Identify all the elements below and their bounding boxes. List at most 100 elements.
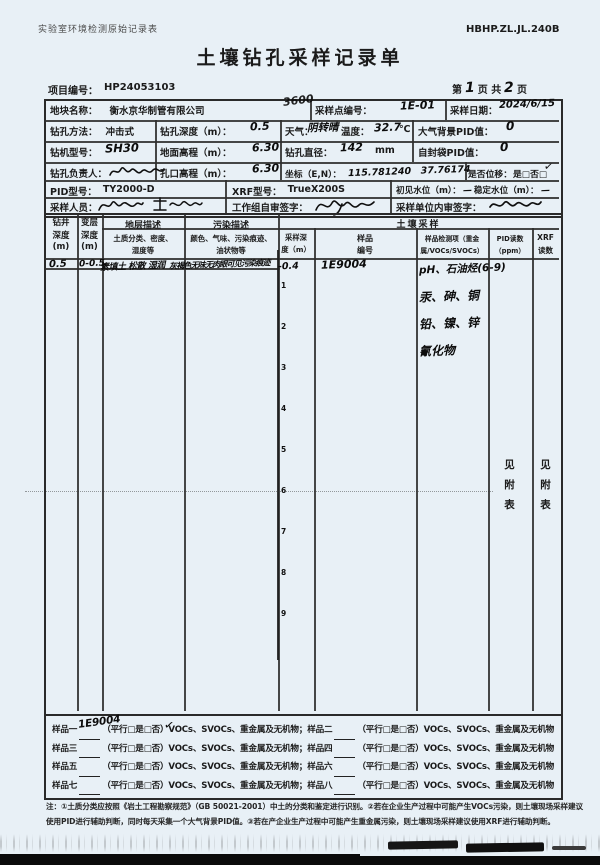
sampler-signature-scribble-1 bbox=[97, 197, 145, 217]
blank-line bbox=[334, 768, 356, 777]
col-pid-reading-header-2: （ppm） bbox=[494, 247, 526, 255]
parallel-options: （平行□是□否） bbox=[357, 780, 424, 791]
initial-water-label: 初见水位（m）： bbox=[396, 186, 461, 196]
drill-leader-label: 钻孔负责人： bbox=[50, 169, 108, 180]
sample-1-label: 样品一 bbox=[52, 725, 78, 735]
parallel-options: （平行□是□否） bbox=[357, 743, 424, 754]
page-total-handwritten: 2 bbox=[503, 79, 515, 97]
test-items-line-4: 氰化物 bbox=[418, 343, 456, 359]
sample-summary-line-2: 样品三 （平行□是□否） VOCs、SVOCs、重金属及无机物；样品四 （平行□是□否… bbox=[52, 740, 554, 759]
form-code: HBHP.ZL.JL.240B bbox=[466, 24, 560, 35]
project-number-label: 项目编号： bbox=[48, 86, 98, 97]
blank-line bbox=[79, 786, 101, 796]
blank-line bbox=[334, 786, 356, 796]
background-pid-label: 大气背景PID值： bbox=[418, 127, 494, 138]
xrf-see-attached-note: 见附表 bbox=[540, 459, 551, 511]
col-xrf-reading-header-1: XRF bbox=[537, 233, 554, 242]
col-pollution-subheader-1: 颜色、气味、污染痕迹、 bbox=[190, 234, 272, 243]
sampler-signature-scribble-2 bbox=[152, 197, 204, 217]
sample-point-label: 采样点编号： bbox=[315, 106, 373, 117]
project-number-value: HP24053103 bbox=[104, 82, 176, 93]
ruler-mark: 6 bbox=[281, 486, 287, 495]
page-suffix: 页 bbox=[516, 85, 527, 96]
bore-diameter-value-handwritten: 142 bbox=[339, 140, 364, 155]
sample-8-label: 样品八 bbox=[307, 780, 333, 791]
strata-cell-handwritten: 素填土 松散 湿润 bbox=[99, 260, 165, 274]
col-test-items-header-1: 样品检测项（重金 bbox=[424, 235, 480, 243]
coordinates-label: 坐标（E,N）： bbox=[285, 170, 342, 180]
page-prefix: 第 bbox=[452, 85, 462, 96]
footnote-line-1: 注：①土质分类应按照《岩土工程勘察规范》（GB 50021-2001）中土的分类… bbox=[46, 802, 583, 811]
page-count: 第 1 页 共 2 页 bbox=[452, 80, 527, 96]
col-sample-no-header-1: 样品 bbox=[357, 234, 373, 243]
test-items-line-2: 汞、砷、铜 bbox=[418, 288, 480, 305]
ruler-mark: 9 bbox=[281, 609, 287, 618]
scan-edge-bar bbox=[0, 856, 600, 865]
xrf-model-value: TrueX200S bbox=[287, 184, 345, 195]
col-pollution-header: 污染描述 bbox=[212, 221, 249, 231]
sample-6-label: 样品六 bbox=[307, 762, 333, 773]
blank-line bbox=[334, 731, 356, 740]
temperature-value-handwritten: 32.7 bbox=[373, 120, 402, 135]
pid-model-label: PID型号： bbox=[50, 187, 97, 198]
test-items-line-1: pH、石油烃(6-9) bbox=[418, 261, 507, 277]
col-drill-depth-header-3: (m) bbox=[52, 242, 70, 252]
col-drill-depth-header-2: 深度 bbox=[52, 231, 70, 241]
ruler-mark: 5 bbox=[281, 445, 287, 454]
footnote-line-2: 使用PID进行辅助判断，同时每天采集一个大气背景PID值。③若在产企业生产过程中… bbox=[46, 817, 555, 826]
ruler-mark: 2 bbox=[281, 322, 287, 331]
lab-record-label: 实验室环境检测原始记录表 bbox=[38, 25, 159, 35]
page-title: 土壤钻孔采样记录单 bbox=[196, 47, 404, 69]
parallel-options: （平行□是□否） bbox=[102, 743, 169, 754]
col-layer-depth-header-3: (m) bbox=[81, 242, 98, 252]
blank-line bbox=[79, 768, 101, 777]
samples-summary-border bbox=[44, 714, 563, 800]
ground-elevation-label: 地面高程（m）： bbox=[160, 148, 232, 159]
xrf-model-label: XRF型号： bbox=[232, 187, 282, 198]
analytes-text: VOCs、SVOCs、重金属及无机物 bbox=[168, 743, 299, 754]
sample-no-cell-handwritten: 1E9004 bbox=[320, 257, 368, 272]
rig-model-value-handwritten: SH30 bbox=[104, 140, 140, 156]
sample-date-value-handwritten: 2024/6/15 bbox=[498, 98, 556, 111]
displacement-options: 是□否□ bbox=[513, 170, 548, 180]
initial-water-value-handwritten: — bbox=[462, 185, 472, 197]
sample-summary-line-1: 样品一 （平行□是□否） VOCs、SVOCs、重金属及无机物；样品二 （平行□是□否… bbox=[52, 713, 554, 740]
drill-method-label: 钻孔方法： bbox=[50, 127, 98, 138]
col-xrf-reading-header-2: 读数 bbox=[538, 246, 553, 255]
hole-elevation-value-handwritten: 6.30 bbox=[251, 161, 280, 176]
test-items-cell-handwritten: pH、石油烃(6-9) 汞、砷、铜 铅、镍、锌 氰化物 bbox=[419, 256, 506, 364]
drill-leader-signature-scribble bbox=[108, 164, 166, 183]
ruler-mark: 7 bbox=[281, 527, 287, 536]
col-sample-no-header-2: 编号 bbox=[357, 246, 373, 255]
sample-point-value-handwritten: 1E-01 bbox=[399, 98, 436, 113]
internal-review-label: 采样单位内审签字： bbox=[396, 203, 482, 214]
drill-depth-label: 钻孔深度（m）： bbox=[160, 127, 232, 138]
col-pid-reading-header-1: PID读数 bbox=[496, 235, 524, 243]
test-items-line-3: 铅、镍、锌 bbox=[418, 315, 480, 332]
pid-model-value: TY2000-D bbox=[102, 184, 155, 195]
sample-2-label: 样品二 bbox=[307, 725, 333, 735]
col-sample-depth-header-2: 度（m） bbox=[281, 245, 311, 254]
temperature-label: 温度： bbox=[341, 127, 370, 138]
col-drill-depth-header-1: 钻井 bbox=[52, 218, 70, 228]
ruler-mark: 1 bbox=[281, 281, 287, 290]
workgroup-review-label: 工作组自审签字： bbox=[232, 203, 309, 214]
drill-method-value: 冲击式 bbox=[105, 127, 135, 138]
col-layer-depth-header-2: 深度 bbox=[80, 231, 98, 241]
scan-artifact-dotted-line bbox=[25, 491, 493, 492]
ruler-mark: 3 bbox=[281, 363, 287, 372]
stable-water-label: 稳定水位（m）： bbox=[473, 186, 539, 196]
ruler-mark: 4 bbox=[281, 404, 287, 413]
bore-diameter-label: 钻孔直径： bbox=[285, 148, 333, 159]
col-sample-depth-header-1: 采样深 bbox=[285, 233, 307, 242]
hole-elevation-label: 孔口高程（m）： bbox=[160, 169, 232, 180]
drill-depth-cell-handwritten: 0.5 bbox=[48, 258, 67, 271]
col-layer-depth-header-1: 变层 bbox=[80, 218, 98, 228]
parallel-options: （平行□是□否） bbox=[357, 762, 424, 773]
sample-5-label: 样品五 bbox=[52, 762, 78, 773]
col-strata-header: 地层描述 bbox=[124, 221, 161, 231]
sample-summary-line-3: 样品五 （平行□是□否） VOCs、SVOCs、重金属及无机物；样品六 （平行□是□否… bbox=[52, 758, 554, 777]
internal-review-signature-scribble bbox=[488, 197, 543, 217]
sample-4-label: 样品四 bbox=[307, 743, 333, 754]
